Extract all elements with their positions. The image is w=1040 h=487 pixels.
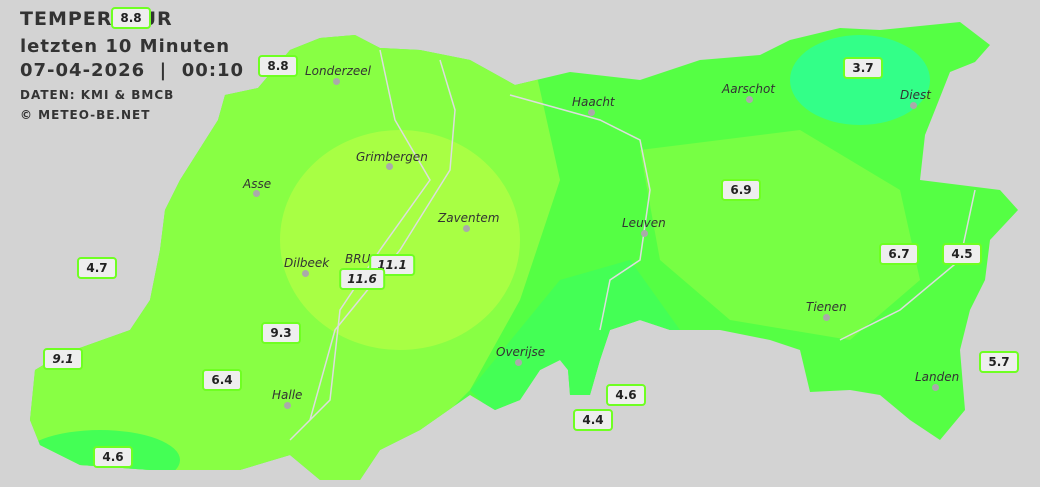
city-dot (284, 402, 291, 409)
temperature-reading[interactable]: 4.4 (573, 409, 613, 431)
map-subtitle: letzten 10 Minuten (20, 36, 231, 57)
city-dot (932, 384, 939, 391)
copyright: © METEO-BE.NET (20, 108, 151, 122)
city-label: Leuven (622, 216, 666, 230)
temperature-reading[interactable]: 4.6 (606, 384, 646, 406)
data-source: DATEN: KMI & BMCB (20, 88, 175, 102)
temperature-reading[interactable]: 4.5 (942, 243, 982, 265)
city-dot (641, 230, 648, 237)
city-label: Londerzeel (305, 64, 371, 78)
temperature-reading[interactable]: 11.6 (339, 268, 385, 290)
city-dot (588, 109, 595, 116)
temperature-reading[interactable]: 4.6 (93, 446, 133, 468)
city-label: Tienen (806, 300, 847, 314)
city-label: Grimbergen (356, 150, 428, 164)
city-label: Halle (272, 388, 303, 402)
city-label: Dilbeek (284, 256, 330, 270)
city-label: Landen (915, 370, 960, 384)
map-datetime: 07-04-2026 | 00:10 (20, 60, 245, 81)
temperature-reading[interactable]: 3.7 (843, 57, 883, 79)
temperature-reading[interactable]: 9.1 (43, 348, 83, 370)
temperature-reading[interactable]: 5.7 (979, 351, 1019, 373)
city-label: Overijse (496, 345, 546, 359)
city-dot (515, 359, 522, 366)
temperature-reading[interactable]: 4.7 (77, 257, 117, 279)
temperature-reading[interactable]: 6.9 (721, 179, 761, 201)
city-label: Diest (900, 88, 931, 102)
temperature-reading[interactable]: 6.4 (202, 369, 242, 391)
city-dot (910, 102, 917, 109)
city-label: BRU (345, 252, 371, 266)
temperature-reading[interactable]: 9.3 (261, 322, 301, 344)
city-dot (463, 225, 470, 232)
city-dot (253, 190, 260, 197)
city-dot (746, 96, 753, 103)
city-dot (302, 270, 309, 277)
city-label: Aarschot (722, 82, 775, 96)
temperature-reading[interactable]: 8.8 (111, 7, 151, 29)
temperature-reading[interactable]: 6.7 (879, 243, 919, 265)
city-label: Asse (243, 177, 272, 191)
city-dot (386, 163, 393, 170)
city-label: Haacht (572, 95, 615, 109)
city-dot (823, 314, 830, 321)
city-dot (333, 78, 340, 85)
city-label: Zaventem (438, 211, 500, 225)
temperature-reading[interactable]: 8.8 (258, 55, 298, 77)
